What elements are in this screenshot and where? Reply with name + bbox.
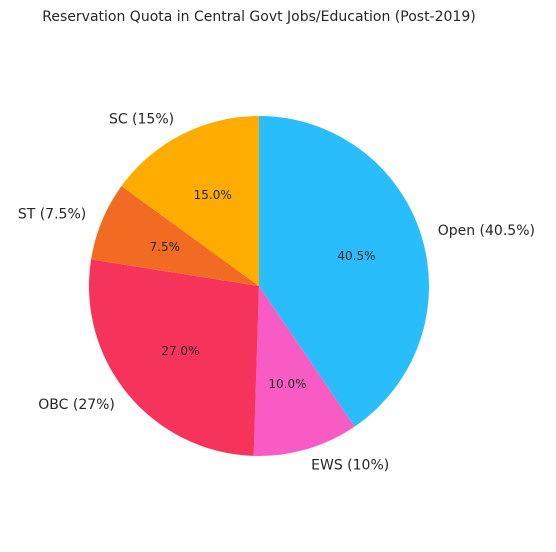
chart-title: Reservation Quota in Central Govt Jobs/E… <box>42 9 475 25</box>
slice-percent-label: 27.0% <box>161 344 199 358</box>
pie-slice <box>88 259 259 456</box>
slice-category-label: ST (7.5%) <box>18 206 86 222</box>
pie-slice <box>121 116 259 286</box>
slice-percent-label: 40.5% <box>337 249 375 263</box>
pie-slice <box>253 286 355 457</box>
pie-slice <box>91 186 259 286</box>
slice-percent-label: 10.0% <box>268 377 306 391</box>
slice-percent-label: 15.0% <box>194 188 232 202</box>
slice-percent-label: 7.5% <box>150 240 181 254</box>
slice-category-label: SC (15%) <box>109 111 174 127</box>
slices-layer <box>88 116 429 457</box>
slice-category-label: Open (40.5%) <box>438 223 535 239</box>
pie-slice <box>259 116 429 427</box>
slice-category-label: OBC (27%) <box>38 397 115 413</box>
labels-layer: 40.5% Open (40.5%) 10.0% EWS (10%) 27.0% OBC … <box>18 111 535 473</box>
slice-category-label: EWS (10%) <box>311 458 389 474</box>
